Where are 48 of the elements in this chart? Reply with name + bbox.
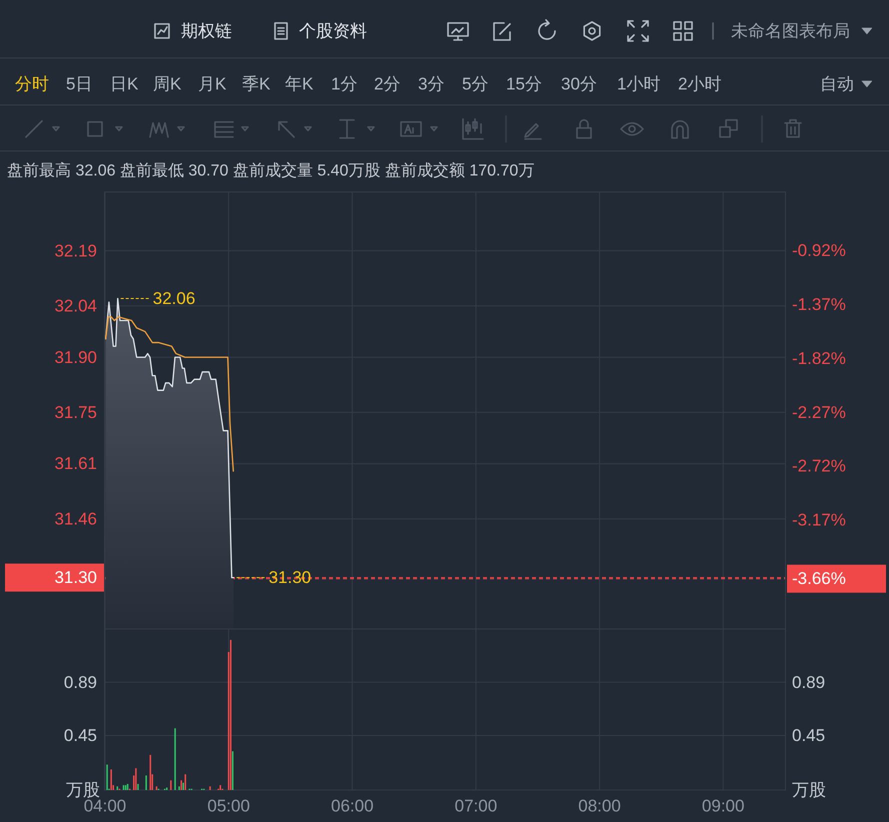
text: 2小时 [678,74,722,94]
x-tick-label: 06:00 [331,796,374,816]
text: 2分 [374,74,400,94]
y2-tick-label: -1.82% [792,348,846,368]
y2-tick-label: 0.89 [792,672,826,692]
text: 日K [110,74,139,94]
y2-axis-title: 万股 [792,780,826,800]
y-tick-label: 0.45 [64,726,97,746]
text: 5分 [462,74,488,94]
text: 1分 [331,74,358,94]
x-tick-label: 05:00 [207,796,250,816]
y-axis-title: 万股 [66,780,100,800]
y-tick-label: 32.19 [54,241,97,260]
y2-tick-label: -2.72% [792,456,846,476]
y-tick-label: 0.89 [64,672,97,692]
y-tick-label: 31.61 [54,454,97,474]
text: 个股资料 [299,22,367,40]
text: 月K [198,74,227,94]
text: 分时 [15,74,49,94]
y-tick-label: 31.90 [54,348,97,367]
y2-tick-label: -0.92% [792,241,846,260]
text: 未命名图表布局 [731,22,850,40]
ref-line-label: -3.66% [792,569,846,588]
y-tick-label: 31.46 [54,509,97,528]
text: 周K [153,74,182,94]
y2-tick-label: -2.27% [792,402,846,422]
text: 季K [242,74,271,94]
x-tick-label: 04:00 [84,796,126,816]
x-tick-label: 09:00 [702,796,744,816]
y2-tick-label: -3.17% [792,510,846,530]
chart-subtitle: 盘前最高 32.06 盘前最低 30.70 盘前成交量 5.40万股 盘前成交额 170.70万 [7,162,534,180]
text: 期权链 [181,22,232,40]
text: 年K [285,74,314,94]
y-tick-label: 31.75 [54,402,97,422]
text: 自动 [820,74,854,94]
x-tick-label: 08:00 [578,796,621,816]
y2-tick-label: -1.37% [792,295,846,314]
text: 30分 [561,74,597,94]
y2-tick-label: 0.45 [792,726,826,746]
y-tick-label: 32.04 [54,296,97,316]
text: 1小时 [617,74,660,94]
annotation: 32.06 [152,288,196,308]
x-tick-label: 07:00 [454,796,498,816]
ref-line-label: 31.30 [54,568,97,588]
text: 15分 [506,74,542,94]
text: 5日 [66,74,92,94]
text: 3分 [418,74,444,94]
annotation: 31.30 [268,568,312,588]
